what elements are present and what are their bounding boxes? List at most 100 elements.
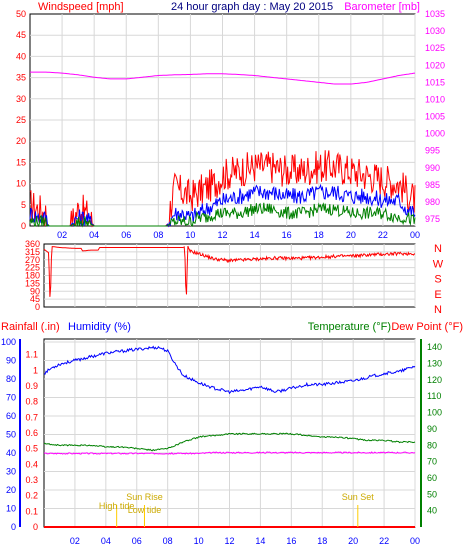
- direction-tick-label: 90: [30, 286, 40, 296]
- wind-y-tick-label: 50: [16, 9, 26, 19]
- humidity-tick-label: 10: [6, 504, 16, 514]
- barometer-tick-label: 1020: [425, 60, 445, 70]
- x-tick-label: 14: [250, 230, 260, 240]
- x-tick-label: 06: [121, 230, 131, 240]
- direction-tick-label: 225: [25, 263, 40, 273]
- windspeed-axis-label: Windspeed [mph]: [38, 1, 124, 13]
- rain-tick-label: 0.2: [25, 491, 38, 501]
- x-tick-label: 14: [255, 536, 265, 546]
- x-tick-label: 18: [317, 536, 327, 546]
- wind-y-tick-label: 25: [16, 115, 26, 125]
- x-tick-label: 04: [101, 536, 111, 546]
- series-line-humidity-: [43, 345, 416, 395]
- series-line-dew-point-f-: [43, 451, 416, 455]
- series-line-barometer-mb-: [30, 71, 416, 85]
- x-tick-label: 02: [70, 536, 80, 546]
- x-tick-label: 08: [153, 230, 163, 240]
- barometer-tick-label: 1035: [425, 9, 445, 19]
- direction-tick-label: 45: [30, 294, 40, 304]
- x-tick-label: 20: [346, 230, 356, 240]
- temperature-tick-label: 70: [427, 457, 437, 467]
- humidity-series: [43, 345, 416, 528]
- wind-y-tick-label: 40: [16, 51, 26, 61]
- x-tick-label: 00: [410, 230, 420, 240]
- x-tick-label: 04: [89, 230, 99, 240]
- x-tick-label: 12: [224, 536, 234, 546]
- graph-title: 24 hour graph day : May 20 2015: [171, 1, 333, 13]
- wind-x-ticks: 02 04 06 08 10 12 14 16 18 20 22 00: [57, 230, 420, 240]
- compass-label: W: [433, 258, 444, 270]
- direction-tick-label: 0: [35, 302, 40, 312]
- wind-y-tick-label: 20: [16, 136, 26, 146]
- x-tick-label: 10: [194, 536, 204, 546]
- series-line-temperature-f-: [43, 432, 416, 452]
- temperature-tick-label: 100: [427, 408, 442, 418]
- rain-tick-label: 0.6: [25, 428, 38, 438]
- barometer-y-ticks: 975 980 985 990 995 1000 1005 1010 1015 1020 1025 1…: [425, 9, 445, 224]
- temperature-tick-label: 140: [427, 342, 442, 352]
- rain-y-ticks: 0 0.1 0.2 0.3 0.4 0.5 0.6 0.7 0.8 0.9 1 1.1: [25, 350, 38, 532]
- rain-tick-label: 1: [33, 365, 38, 375]
- barometer-tick-label: 1000: [425, 129, 445, 139]
- temperature-tick-label: 40: [427, 506, 437, 516]
- rain-tick-label: 0.7: [25, 412, 38, 422]
- direction-tick-label: 270: [25, 255, 40, 265]
- x-tick-label: 16: [282, 230, 292, 240]
- x-tick-label: 22: [378, 230, 388, 240]
- humidity-tick-label: 80: [6, 374, 16, 384]
- barometer-tick-label: 990: [425, 163, 440, 173]
- barometer-tick-label: 1010: [425, 94, 445, 104]
- temperature-tick-label: 130: [427, 359, 442, 369]
- x-tick-label: 10: [185, 230, 195, 240]
- rain-tick-label: 0.9: [25, 381, 38, 391]
- humidity-tick-label: 100: [1, 337, 16, 347]
- humidity-tick-label: 70: [6, 393, 16, 403]
- compass-label: E: [434, 289, 441, 301]
- x-tick-label: 20: [348, 536, 358, 546]
- wind-y-tick-label: 10: [16, 179, 26, 189]
- temperature-tick-label: 60: [427, 473, 437, 483]
- barometer-tick-label: 975: [425, 214, 440, 224]
- temperature-axis-label: Temperature (°F): [308, 321, 391, 333]
- temperature-tick-label: 90: [427, 424, 437, 434]
- wind-y-tick-label: 5: [21, 200, 26, 210]
- x-tick-label: 08: [163, 536, 173, 546]
- temperature-y-ticks: 40 50 60 70 80 90 100 110 120 130 140: [427, 342, 442, 515]
- humidity-x-ticks: 02 04 06 08 10 12 14 16 18 20 22 00: [70, 536, 420, 546]
- barometer-tick-label: 1015: [425, 77, 445, 87]
- x-tick-label: 22: [379, 536, 389, 546]
- rain-tick-label: 0.8: [25, 397, 38, 407]
- x-tick-label: 16: [286, 536, 296, 546]
- humidity-y-ticks: 0 10 20 30 40 50 60 70 80 90 100: [1, 337, 16, 532]
- temperature-tick-label: 120: [427, 375, 442, 385]
- wind-y-tick-label: 45: [16, 30, 26, 40]
- humidity-tick-label: 40: [6, 448, 16, 458]
- wind-y-tick-label: 0: [21, 221, 26, 231]
- annotation-label: Sun Rise: [126, 492, 163, 502]
- temperature-tick-label: 80: [427, 440, 437, 450]
- x-tick-label: 18: [314, 230, 324, 240]
- barometer-tick-label: 1030: [425, 26, 445, 36]
- temperature-tick-label: 110: [427, 391, 441, 401]
- wind-y-ticks: 0 5 10 15 20 25 30 35 40 45 50: [16, 9, 26, 231]
- x-tick-label: 00: [410, 536, 420, 546]
- humidity-tick-label: 30: [6, 467, 16, 477]
- series-line-wind-gust: [29, 202, 416, 228]
- humidity-tick-label: 0: [11, 522, 16, 532]
- barometer-tick-label: 995: [425, 146, 440, 156]
- direction-tick-label: 315: [25, 247, 40, 257]
- rainfall-axis-label: Rainfall (.in): [1, 321, 60, 333]
- rain-tick-label: 0.3: [25, 475, 38, 485]
- compass-label: N: [434, 243, 442, 255]
- annotation-label: Sun Set: [342, 492, 375, 502]
- annotation-label: High tide: [99, 501, 135, 511]
- direction-tick-label: 135: [25, 278, 40, 288]
- barometer-tick-label: 980: [425, 197, 440, 207]
- compass-label: N: [434, 304, 442, 316]
- barometer-tick-label: 1005: [425, 112, 445, 122]
